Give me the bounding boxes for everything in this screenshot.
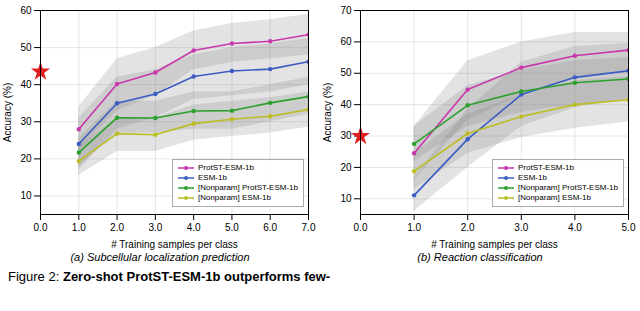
svg-text:4.0: 4.0 — [187, 222, 201, 233]
html-text:ESM-1b: ESM-1b — [518, 173, 547, 182]
svg-text:30: 30 — [20, 116, 32, 127]
svg-text:3.0: 3.0 — [514, 222, 528, 233]
svg-text:70: 70 — [340, 5, 352, 16]
svg-text:3.0: 3.0 — [148, 222, 162, 233]
svg-text:20: 20 — [340, 162, 352, 173]
svg-text:4.0: 4.0 — [568, 222, 582, 233]
svg-text:0.0: 0.0 — [354, 222, 368, 233]
html-text:(b) Reaction classification: (b) Reaction classification — [417, 251, 543, 263]
svg-text:40: 40 — [20, 79, 32, 90]
svg-text:5.0: 5.0 — [225, 222, 239, 233]
svg-text:40: 40 — [340, 99, 352, 110]
svg-text:6.0: 6.0 — [263, 222, 277, 233]
svg-text:1.0: 1.0 — [407, 222, 421, 233]
svg-text:10: 10 — [340, 193, 352, 204]
html-text:ESM-1b: ESM-1b — [198, 173, 227, 182]
svg-text:# Training samples per class: # Training samples per class — [431, 239, 558, 250]
svg-text:60: 60 — [340, 36, 352, 47]
svg-text:50: 50 — [20, 42, 32, 53]
svg-text:20: 20 — [20, 153, 32, 164]
svg-text:Accuracy (%): Accuracy (%) — [2, 83, 13, 142]
svg-text:5.0: 5.0 — [622, 222, 636, 233]
svg-text:# Training samples per class: # Training samples per class — [111, 239, 238, 250]
html-text:Figure 2: Zero-shot ProtST-ESM: Figure 2: Zero-shot ProtST-ESM-1b outper… — [8, 269, 331, 284]
svg-text:10: 10 — [20, 190, 32, 201]
svg-text:Accuracy (%): Accuracy (%) — [322, 83, 333, 142]
svg-text:50: 50 — [340, 67, 352, 78]
html-text:ProtST-ESM-1b: ProtST-ESM-1b — [518, 163, 574, 172]
html-text:[Nonparam] ProtST-ESM-1b: [Nonparam] ProtST-ESM-1b — [518, 183, 618, 192]
html-text:[Nonparam] ProtST-ESM-1b: [Nonparam] ProtST-ESM-1b — [198, 183, 298, 192]
svg-text:2.0: 2.0 — [110, 222, 124, 233]
svg-text:1.0: 1.0 — [72, 222, 86, 233]
html-text:[Nonparam] ESM-1b: [Nonparam] ESM-1b — [198, 193, 271, 202]
svg-text:2.0: 2.0 — [461, 222, 475, 233]
html-text:ProtST-ESM-1b: ProtST-ESM-1b — [198, 163, 254, 172]
html-text:(a) Subcellular localization p: (a) Subcellular localization prediction — [70, 251, 250, 263]
svg-text:60: 60 — [20, 5, 32, 16]
svg-text:30: 30 — [340, 130, 352, 141]
svg-text:0.0: 0.0 — [34, 222, 48, 233]
svg-text:7.0: 7.0 — [302, 222, 316, 233]
html-text:[Nonparam] ESM-1b: [Nonparam] ESM-1b — [518, 193, 591, 202]
